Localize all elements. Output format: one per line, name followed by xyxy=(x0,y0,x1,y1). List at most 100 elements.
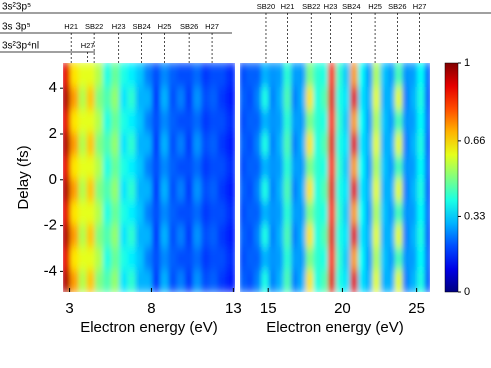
heat-cell xyxy=(176,176,187,202)
heat-cell xyxy=(276,176,286,202)
heat-cell xyxy=(409,84,420,110)
heat-cell xyxy=(350,222,360,248)
heat-cell xyxy=(342,222,353,248)
heat-cell xyxy=(276,107,286,133)
heat-cell xyxy=(225,153,235,179)
heat-cell xyxy=(63,245,73,271)
heat-cell xyxy=(342,63,353,87)
heat-cell xyxy=(357,222,368,248)
heat-cell xyxy=(160,84,171,110)
colorbar-tick-label: 0 xyxy=(464,286,470,298)
heat-cell xyxy=(365,153,375,179)
heat-cell xyxy=(342,84,353,110)
heat-cell xyxy=(143,245,155,271)
heat-cell xyxy=(328,222,338,248)
heat-cell xyxy=(246,268,256,292)
heat-cell xyxy=(94,245,105,271)
heat-cell xyxy=(143,153,155,179)
y-tick-label: -2 xyxy=(44,217,57,234)
heat-cell xyxy=(387,63,397,87)
heat-cell xyxy=(424,107,430,133)
heat-cell xyxy=(94,107,105,133)
heat-cell xyxy=(201,153,212,179)
heat-cell xyxy=(328,176,338,202)
heat-cell xyxy=(387,107,397,133)
heat-cell xyxy=(283,130,293,156)
heatmap xyxy=(240,63,430,292)
heat-cell xyxy=(63,176,73,202)
heat-cell xyxy=(335,84,345,110)
heat-cell xyxy=(417,130,427,156)
heat-cell xyxy=(119,176,130,202)
heat-cell xyxy=(276,84,286,110)
heat-cell xyxy=(365,176,375,202)
heat-cell xyxy=(111,222,122,248)
heat-cell xyxy=(168,63,179,87)
heat-cell xyxy=(70,222,81,248)
heat-cell xyxy=(209,199,220,225)
heat-cell xyxy=(342,130,353,156)
heat-cell xyxy=(184,268,196,292)
heat-cell xyxy=(328,130,338,156)
x-axis-label: Electron energy (eV) xyxy=(80,319,218,336)
heat-cell xyxy=(135,176,146,202)
heat-cell xyxy=(70,84,81,110)
heat-cell xyxy=(387,199,397,225)
heat-cell xyxy=(424,153,430,179)
heat-cell xyxy=(135,107,146,133)
heat-cell xyxy=(152,245,163,271)
heat-cell xyxy=(217,268,228,292)
heat-cell xyxy=(313,268,323,292)
heat-cell xyxy=(160,130,171,156)
heat-cell xyxy=(94,222,105,248)
heat-cell xyxy=(305,63,316,87)
heat-cell xyxy=(261,245,271,271)
heat-cell xyxy=(290,176,301,202)
heat-cell xyxy=(201,84,212,110)
heat-cell xyxy=(225,222,235,248)
heat-cell xyxy=(225,268,235,292)
heat-cell xyxy=(268,63,279,87)
heat-cell xyxy=(335,245,345,271)
y-tick-label: -4 xyxy=(44,262,57,279)
heat-cell xyxy=(335,63,345,87)
heat-cell xyxy=(78,176,89,202)
heat-cell xyxy=(127,245,138,271)
heat-cell xyxy=(63,84,73,110)
heat-cell xyxy=(276,199,286,225)
heat-cell xyxy=(225,107,235,133)
heat-cell xyxy=(276,268,286,292)
heat-cell xyxy=(160,222,171,248)
heat-cell xyxy=(320,130,331,156)
heat-cell xyxy=(143,199,155,225)
heat-cell xyxy=(201,63,212,87)
heat-cell xyxy=(160,176,171,202)
heat-cell xyxy=(283,222,293,248)
heat-cell xyxy=(424,84,430,110)
heat-cell xyxy=(217,222,228,248)
heat-cell xyxy=(184,63,196,87)
heat-cell xyxy=(313,84,323,110)
heat-cell xyxy=(342,107,353,133)
heat-cell xyxy=(176,199,187,225)
heat-cell xyxy=(387,245,397,271)
heat-cell xyxy=(184,130,196,156)
heat-cell xyxy=(225,176,235,202)
heat-cell xyxy=(290,268,301,292)
heat-cell xyxy=(387,84,397,110)
heat-cell xyxy=(201,268,212,292)
heat-cell xyxy=(94,199,105,225)
heat-cell xyxy=(409,176,420,202)
heat-cell xyxy=(424,245,430,271)
heat-cell xyxy=(290,153,301,179)
heat-cell xyxy=(209,130,220,156)
heat-cell xyxy=(328,63,338,87)
heat-cell xyxy=(193,153,204,179)
heat-cell xyxy=(328,245,338,271)
heat-cell xyxy=(357,107,368,133)
heat-cell xyxy=(193,222,204,248)
heat-cell xyxy=(261,176,271,202)
heat-cell xyxy=(298,199,308,225)
marker-label: H25 xyxy=(368,2,382,11)
